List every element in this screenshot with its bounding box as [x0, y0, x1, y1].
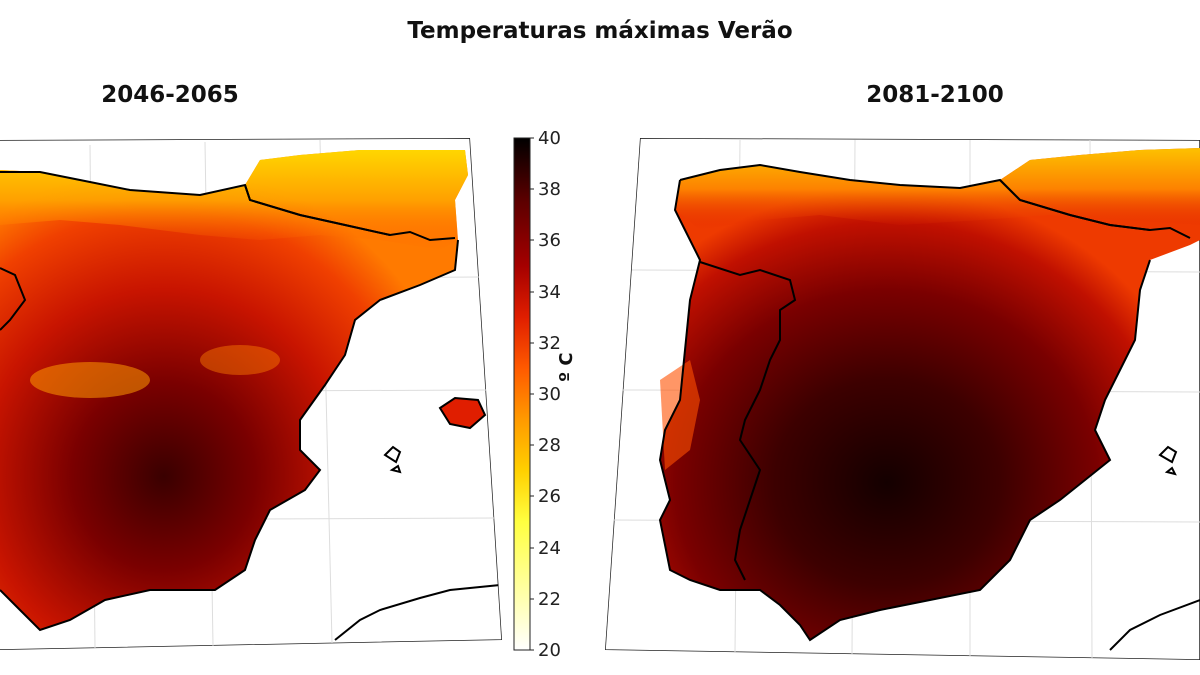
colorbar-tick-label: 20 [538, 640, 561, 661]
left-iberia-fill [0, 150, 468, 630]
colorbar-tick-label: 28 [538, 435, 561, 456]
right-iberia-fill [660, 148, 1200, 640]
right-panel-title: 2081-2100 [866, 82, 1004, 108]
right-portugal-border [699, 261, 797, 581]
colorbar-tick-label: 24 [538, 538, 561, 559]
right-map [605, 138, 1200, 660]
left-panel-title: 2046-2065 [101, 82, 239, 108]
left-menorca-ibiza [383, 445, 402, 474]
colorbar-ticks [530, 137, 534, 651]
colorbar-tick-label: 38 [538, 179, 561, 200]
left-portugal-border [0, 267, 27, 331]
colorbar-tick-label: 22 [538, 589, 561, 610]
left-mallorca [438, 396, 487, 430]
left-map [0, 138, 502, 650]
colorbar-tick-label: 30 [538, 384, 561, 405]
right-menorca-ibiza [1158, 445, 1178, 476]
colorbar-tick-label: 32 [538, 333, 561, 354]
left-france-border [244, 184, 391, 236]
colorbar-tick-label: 34 [538, 282, 561, 303]
right-africa-coast [1109, 599, 1200, 651]
colorbar-tick-label: 40 [538, 128, 561, 149]
colorbar-unit: º C [556, 352, 577, 382]
colorbar-tick-label: 26 [538, 486, 561, 507]
figure-title: Temperaturas máximas Verão [407, 18, 793, 44]
colorbar [513, 137, 531, 651]
left-africa-coast [334, 584, 501, 641]
colorbar-tick-label: 36 [538, 230, 561, 251]
right-france-border [999, 179, 1151, 231]
